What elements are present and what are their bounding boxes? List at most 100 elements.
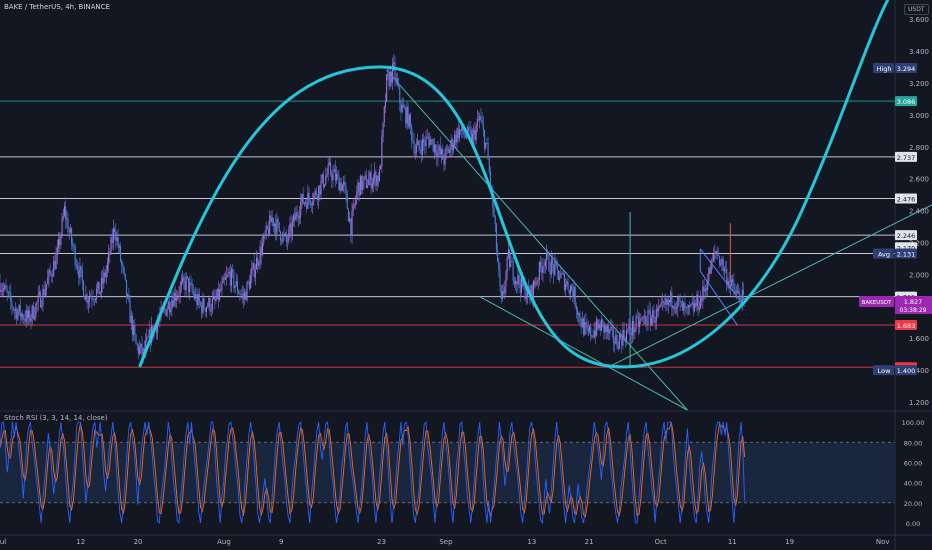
time-tick-label: 23 (377, 538, 386, 546)
candle-body (543, 265, 545, 267)
candle-body (739, 294, 741, 302)
candle-body (281, 240, 283, 242)
candle-body (119, 245, 122, 262)
time-axis[interactable]: Jul1220Aug923Sep1321Oct1119Nov1523 (0, 538, 932, 546)
candle-body (44, 289, 46, 296)
candle-body (689, 305, 691, 307)
candle-body (8, 292, 11, 293)
candle-body (131, 315, 134, 335)
candle-body (475, 126, 477, 141)
candle-body (388, 73, 390, 87)
candle-body (455, 134, 457, 143)
candle-body (704, 288, 706, 292)
trendline-descending (386, 69, 688, 411)
price-label-value: 1.683 (897, 322, 916, 330)
candle-body (352, 204, 354, 211)
candle-body (259, 246, 261, 264)
candle-body (672, 305, 674, 308)
candle-body (155, 326, 157, 334)
candle-body (481, 119, 483, 124)
candle-body (658, 307, 660, 312)
candle-body (29, 310, 31, 322)
candle-body (457, 128, 459, 138)
candle-body (362, 180, 364, 191)
candle-body (199, 302, 202, 305)
candle-body (32, 305, 34, 319)
candle-body (400, 103, 402, 113)
candle-body (240, 294, 242, 295)
time-tick-label: Aug (217, 538, 231, 546)
candle-body (617, 345, 619, 350)
candle-body (732, 279, 734, 283)
candle-body (141, 343, 143, 355)
candle-body (272, 217, 274, 227)
candle-body (313, 194, 315, 202)
price-label-value: 3.086 (897, 98, 916, 106)
candle-body (497, 250, 499, 262)
candle-body (559, 277, 561, 280)
candle-body (649, 310, 651, 325)
candle-body (49, 269, 51, 274)
candle-body (556, 262, 558, 271)
stoch-rsi-title[interactable]: Stoch RSI (3, 3, 14, 14, close) (4, 414, 108, 422)
candle-body (516, 281, 518, 285)
candle-body (659, 305, 661, 308)
symbol-title[interactable]: BAKE / TetherUS, 4h, BINANCE (4, 3, 110, 11)
candle-body (295, 212, 297, 221)
candle-body (137, 345, 139, 354)
candle-body (260, 246, 262, 256)
price-label-badge (895, 151, 917, 162)
candle-body (118, 245, 120, 248)
candle-body (566, 281, 568, 285)
candle-body (114, 228, 116, 233)
candle-body (371, 183, 373, 189)
candle-body (232, 269, 234, 272)
candle-body (671, 292, 673, 308)
candle-body (314, 190, 316, 195)
candle-body (288, 229, 290, 241)
candle-body (56, 247, 58, 255)
price-axis[interactable]: 3.600 3.400 3.200 3.000 2.800 2.600 2.400 2.200… (859, 16, 932, 407)
candle-body (296, 212, 298, 217)
price-label-badge (895, 248, 917, 259)
candle-body (627, 330, 629, 331)
candle-body (577, 310, 579, 316)
candle-body (164, 307, 166, 310)
candle-body (55, 254, 57, 270)
time-tick-label: 12 (76, 538, 85, 546)
candle-body (661, 301, 663, 303)
candle-body (236, 280, 239, 293)
candle-body (702, 286, 704, 302)
candle-body (350, 218, 352, 236)
candle-body (435, 144, 437, 154)
candle-body (738, 290, 740, 295)
price-tick-label: 2.000 (909, 271, 929, 279)
candle-body (12, 307, 14, 311)
candle-body (327, 164, 329, 175)
candle-body (616, 335, 618, 346)
candle-body (320, 181, 322, 195)
candle-body (331, 174, 333, 181)
candle-body (494, 215, 496, 225)
candle-body (363, 176, 365, 181)
candle-body (445, 148, 447, 151)
candle-body (247, 281, 249, 283)
candle-body (532, 281, 534, 300)
price-label-name-badge (873, 365, 894, 376)
candle-body (99, 292, 101, 295)
candle-body (555, 261, 557, 263)
candle-body (666, 298, 668, 305)
candle-body (553, 264, 555, 275)
candle-body (265, 225, 267, 235)
candle-body (177, 295, 179, 298)
candle-body (276, 219, 278, 234)
candle-body (187, 278, 190, 293)
candle-body (90, 296, 92, 298)
candle-body (417, 140, 419, 146)
candle-body (437, 150, 439, 158)
currency-button[interactable]: USDT (904, 4, 929, 15)
candle-body (77, 266, 79, 271)
candle-body (495, 224, 497, 251)
price-label-name: Low (878, 367, 891, 375)
